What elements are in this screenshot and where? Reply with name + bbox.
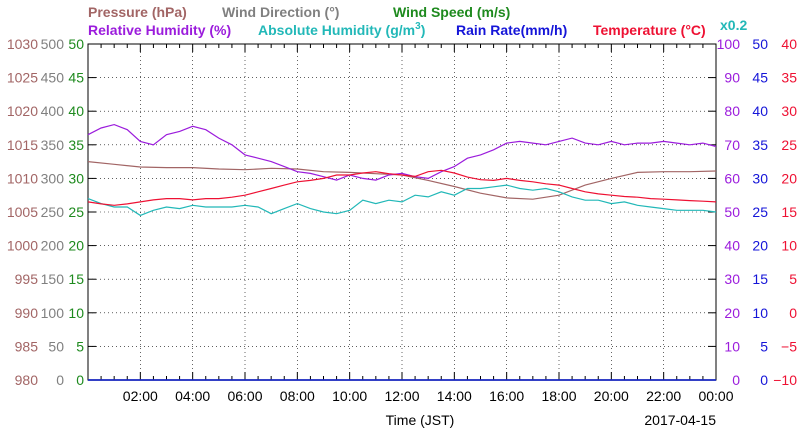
y-tick-label-wind-speed: 45 bbox=[68, 70, 84, 86]
y-tick-label-relative-humidity: 40 bbox=[724, 238, 740, 254]
y-tick-label-rain-rate: 25 bbox=[752, 204, 768, 220]
y-tick-label-wind-direction: 250 bbox=[41, 204, 65, 220]
y-tick-label-pressure: 1025 bbox=[7, 70, 38, 86]
y-tick-label-wind-direction: 100 bbox=[41, 305, 65, 321]
y-tick-label-wind-direction: 500 bbox=[41, 36, 65, 52]
x-tick-label: 22:00 bbox=[646, 388, 681, 404]
y-tick-label-temperature: 40 bbox=[781, 36, 797, 52]
y-tick-label-relative-humidity: 30 bbox=[724, 271, 740, 287]
x-axis-label: Time (JST) bbox=[386, 412, 455, 428]
y-tick-label-wind-direction: 150 bbox=[41, 271, 65, 287]
y-tick-label-wind-direction: 350 bbox=[41, 137, 65, 153]
legend-pressure: Pressure (hPa) bbox=[88, 4, 187, 20]
y-tick-label-wind-direction: 200 bbox=[41, 238, 65, 254]
y-tick-label-temperature: 35 bbox=[781, 70, 797, 86]
y-tick-label-relative-humidity: 10 bbox=[724, 338, 740, 354]
y-tick-label-pressure: 1010 bbox=[7, 170, 38, 186]
legend-absolute-humidity-sup: 3 bbox=[415, 21, 421, 32]
y-tick-label-temperature: 25 bbox=[781, 137, 797, 153]
x-tick-label: 16:00 bbox=[489, 388, 524, 404]
y-tick-label-rain-rate: 30 bbox=[752, 170, 768, 186]
y-tick-label-temperature: 30 bbox=[781, 103, 797, 119]
y-tick-label-pressure: 985 bbox=[15, 338, 39, 354]
series-line-absolute-humidity-g-m bbox=[87, 184, 717, 217]
y-tick-label-wind-direction: 300 bbox=[41, 170, 65, 186]
y-tick-label-relative-humidity: 70 bbox=[724, 137, 740, 153]
legend-wind-direction: Wind Direction (°) bbox=[222, 4, 339, 20]
y-tick-label-rain-rate: 35 bbox=[752, 137, 768, 153]
y-tick-label-pressure: 990 bbox=[15, 305, 39, 321]
y-tick-label-pressure: 980 bbox=[15, 372, 39, 388]
x-tick-label: 12:00 bbox=[384, 388, 419, 404]
y-tick-label-wind-speed: 30 bbox=[68, 170, 84, 186]
y-tick-label-wind-speed: 20 bbox=[68, 238, 84, 254]
y-tick-label-wind-speed: 50 bbox=[68, 36, 84, 52]
legend-scale-note: x0.2 bbox=[720, 17, 747, 33]
axes: 02:00 04:00 06:00 08:00 10:00 12:00 14:00 16:00… bbox=[7, 36, 797, 404]
legend-rain-rate: Rain Rate(mm/h) bbox=[456, 22, 567, 38]
date-label: 2017-04-15 bbox=[644, 412, 716, 428]
y-tick-label-wind-direction: 0 bbox=[56, 372, 64, 388]
x-tick-label: 06:00 bbox=[227, 388, 262, 404]
y-tick-label-wind-direction: 400 bbox=[41, 103, 65, 119]
y-tick-label-wind-speed: 0 bbox=[76, 372, 84, 388]
x-tick-label: 20:00 bbox=[594, 388, 629, 404]
y-tick-label-relative-humidity: 100 bbox=[717, 36, 741, 52]
y-tick-label-rain-rate: 45 bbox=[752, 70, 768, 86]
legend-absolute-humidity: Absolute Humidity (g/m3) bbox=[258, 21, 425, 38]
y-tick-label-wind-speed: 35 bbox=[68, 137, 84, 153]
y-tick-label-temperature: 5 bbox=[789, 271, 797, 287]
y-tick-label-relative-humidity: 80 bbox=[724, 103, 740, 119]
y-tick-label-rain-rate: 10 bbox=[752, 305, 768, 321]
legend-absolute-humidity-suffix: ) bbox=[421, 22, 426, 38]
y-tick-label-temperature: −10 bbox=[773, 372, 797, 388]
x-tick-label: 14:00 bbox=[437, 388, 472, 404]
y-tick-label-temperature: 10 bbox=[781, 238, 797, 254]
y-tick-label-temperature: 20 bbox=[781, 170, 797, 186]
legend-temperature: Temperature (°C) bbox=[593, 22, 706, 38]
y-tick-label-wind-speed: 40 bbox=[68, 103, 84, 119]
y-tick-label-wind-speed: 10 bbox=[68, 305, 84, 321]
y-tick-label-rain-rate: 20 bbox=[752, 238, 768, 254]
y-tick-label-pressure: 995 bbox=[15, 271, 39, 287]
y-tick-label-temperature: 15 bbox=[781, 204, 797, 220]
legend-absolute-humidity-prefix: Absolute Humidity (g/m bbox=[258, 22, 415, 38]
y-tick-label-relative-humidity: 0 bbox=[732, 372, 740, 388]
legend-wind-speed: Wind Speed (m/s) bbox=[393, 4, 510, 20]
y-tick-label-rain-rate: 15 bbox=[752, 271, 768, 287]
y-tick-label-temperature: −5 bbox=[781, 338, 797, 354]
y-tick-label-relative-humidity: 60 bbox=[724, 170, 740, 186]
y-tick-label-relative-humidity: 20 bbox=[724, 305, 740, 321]
series-line-relative-humidity bbox=[87, 123, 717, 181]
y-tick-label-wind-speed: 15 bbox=[68, 271, 84, 287]
y-tick-label-wind-direction: 50 bbox=[48, 338, 64, 354]
y-tick-label-pressure: 1030 bbox=[7, 36, 38, 52]
y-tick-label-wind-speed: 5 bbox=[76, 338, 84, 354]
y-tick-label-pressure: 1000 bbox=[7, 238, 38, 254]
y-tick-label-pressure: 1005 bbox=[7, 204, 38, 220]
y-tick-label-temperature: 0 bbox=[789, 305, 797, 321]
y-tick-label-relative-humidity: 50 bbox=[724, 204, 740, 220]
y-tick-label-relative-humidity: 90 bbox=[724, 70, 740, 86]
y-tick-label-rain-rate: 40 bbox=[752, 103, 768, 119]
y-tick-label-wind-direction: 450 bbox=[41, 70, 65, 86]
legend-relative-humidity: Relative Humidity (%) bbox=[88, 22, 231, 38]
x-tick-label: 08:00 bbox=[280, 388, 315, 404]
x-tick-label: 18:00 bbox=[541, 388, 576, 404]
grid bbox=[88, 44, 716, 380]
y-tick-label-rain-rate: 0 bbox=[760, 372, 768, 388]
y-tick-label-rain-rate: 50 bbox=[752, 36, 768, 52]
y-tick-label-rain-rate: 5 bbox=[760, 338, 768, 354]
y-tick-label-pressure: 1020 bbox=[7, 103, 38, 119]
x-tick-label: 02:00 bbox=[123, 388, 158, 404]
y-tick-label-pressure: 1015 bbox=[7, 137, 38, 153]
series-line-temperature-c bbox=[87, 169, 717, 206]
x-tick-label: 00:00 bbox=[698, 388, 733, 404]
x-tick-label: 10:00 bbox=[332, 388, 367, 404]
series bbox=[87, 123, 717, 381]
x-tick-label: 04:00 bbox=[175, 388, 210, 404]
y-tick-label-wind-speed: 25 bbox=[68, 204, 84, 220]
